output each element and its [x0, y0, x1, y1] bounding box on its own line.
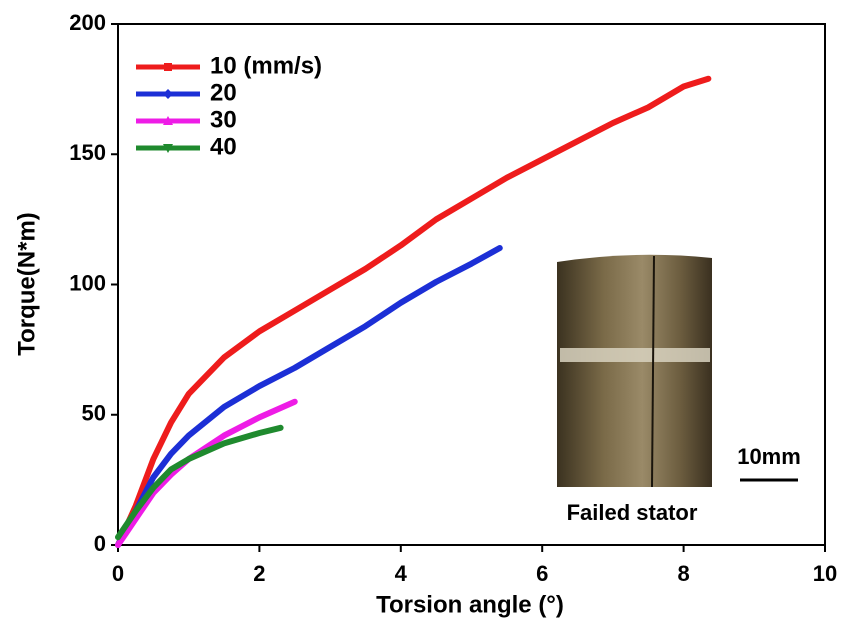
- legend-marker: [163, 89, 173, 99]
- y-tick-label: 50: [82, 401, 106, 426]
- x-tick-label: 8: [677, 561, 689, 586]
- x-tick-label: 4: [395, 561, 408, 586]
- line-series: [115, 424, 284, 541]
- legend-marker: [163, 144, 173, 153]
- x-tick-label: 6: [536, 561, 548, 586]
- y-tick-label: 100: [69, 270, 106, 295]
- x-tick-label: 10: [813, 561, 837, 586]
- y-axis-label: Torque(N*m): [13, 212, 40, 356]
- y-tick-label: 200: [69, 10, 106, 35]
- scale-label: 10mm: [737, 444, 801, 469]
- x-axis-label: Torsion angle (°): [376, 591, 564, 618]
- y-tick-label: 0: [94, 531, 106, 556]
- line-series: [115, 75, 712, 548]
- inset-caption: Failed stator: [567, 500, 698, 525]
- legend-label: 40: [210, 133, 237, 160]
- legend-marker: [163, 116, 173, 125]
- legend-label: 20: [210, 79, 237, 106]
- y-tick-label: 150: [69, 140, 106, 165]
- legend-marker: [164, 63, 172, 71]
- line-series: [115, 245, 503, 548]
- inset-photo: [557, 254, 712, 488]
- legend-label: 10 (mm/s): [210, 52, 322, 79]
- legend-label: 30: [210, 106, 237, 133]
- x-tick-label: 2: [253, 561, 265, 586]
- x-tick-label: 0: [112, 561, 124, 586]
